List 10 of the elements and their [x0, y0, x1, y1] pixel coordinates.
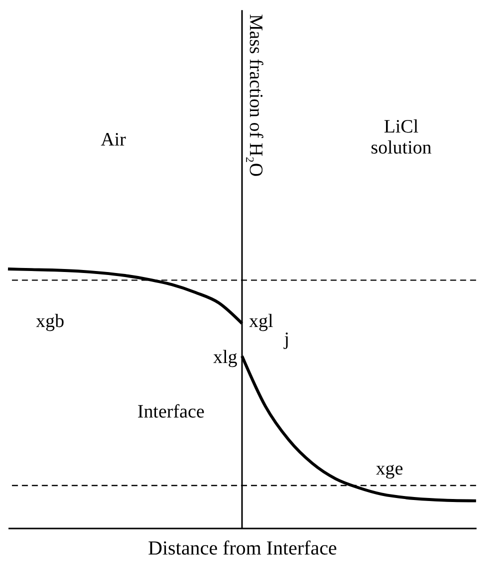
- text: Air: [100, 130, 127, 151]
- annotation: xge: [376, 458, 404, 480]
- text: LiCl solution: [370, 116, 432, 159]
- annotation: xgb: [36, 310, 64, 332]
- annotation: xgl: [249, 310, 274, 332]
- text: Mass fraction of H₂O: [244, 14, 266, 177]
- annotation: j: [283, 328, 290, 350]
- annotation: Interface: [137, 401, 205, 422]
- annotation: xlg: [213, 347, 238, 368]
- x-axis-title: Distance from Interface: [148, 537, 338, 560]
